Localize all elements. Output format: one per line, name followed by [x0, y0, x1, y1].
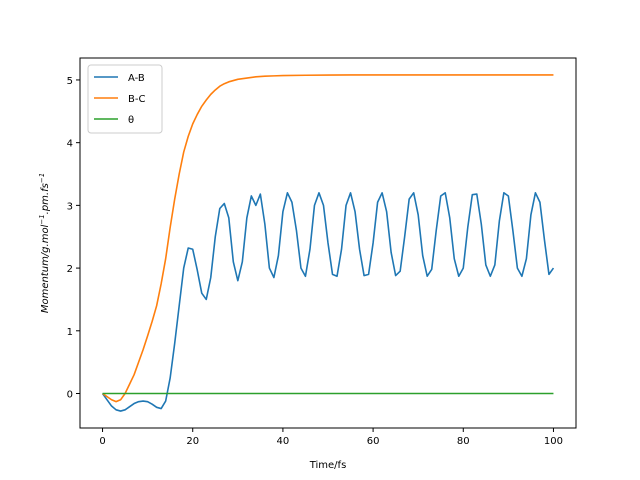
y-tick-label: 4 — [67, 139, 73, 150]
series-line-b-c — [102, 74, 554, 403]
y-tick-label: 0 — [67, 390, 73, 401]
legend: A-B B-C θ — [87, 64, 163, 134]
x-axis-label: Time/fs — [309, 460, 347, 471]
legend-label: θ — [128, 115, 134, 126]
series-layer — [101, 74, 555, 412]
x-tick-label: 60 — [367, 436, 380, 447]
y-axis-ticks: 0 1 2 3 4 5 — [67, 76, 80, 401]
y-label-text: Momentum/g.mol — [40, 224, 51, 313]
y-tick-label: 5 — [67, 76, 73, 87]
x-tick-label: 80 — [457, 436, 470, 447]
y-label-superscript: −1 — [38, 214, 46, 224]
x-tick-label: 100 — [544, 436, 563, 447]
legend-box — [87, 64, 163, 134]
x-tick-label: 0 — [99, 436, 105, 447]
legend-label: A-B — [128, 73, 145, 84]
x-tick-label: 40 — [277, 436, 290, 447]
y-tick-label: 1 — [67, 327, 73, 338]
axes-frame — [79, 57, 577, 429]
x-axis-ticks: 0 20 40 60 80 100 — [99, 428, 563, 447]
series-line-a-b — [101, 192, 555, 412]
legend-label: B-C — [128, 94, 145, 105]
y-label-text: .pm.fs — [40, 183, 51, 214]
y-axis-label: Momentum/g.mol−1.pm.fs−1 — [38, 173, 51, 313]
y-tick-label: 3 — [67, 201, 73, 212]
y-tick-label: 2 — [67, 264, 73, 275]
y-label-superscript: −1 — [38, 173, 46, 183]
x-tick-label: 20 — [186, 436, 199, 447]
